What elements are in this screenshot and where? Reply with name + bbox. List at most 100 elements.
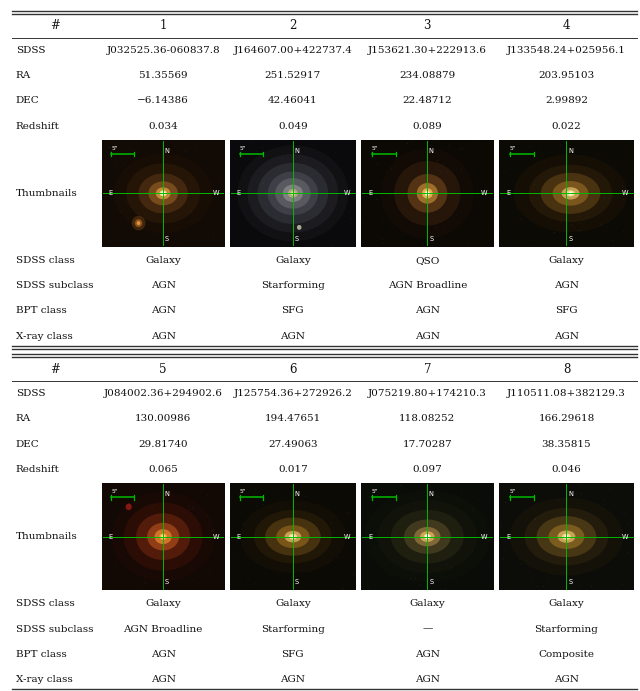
- Ellipse shape: [408, 174, 447, 213]
- Ellipse shape: [159, 533, 167, 540]
- Circle shape: [426, 191, 429, 195]
- Circle shape: [172, 578, 173, 579]
- Circle shape: [291, 216, 292, 217]
- Circle shape: [137, 553, 138, 554]
- Text: QSO: QSO: [415, 256, 440, 265]
- Bar: [499, 140, 634, 247]
- Text: SFG: SFG: [282, 307, 304, 316]
- Text: Galaxy: Galaxy: [548, 256, 584, 265]
- Bar: [230, 140, 356, 247]
- Ellipse shape: [566, 190, 575, 196]
- Text: S: S: [429, 579, 433, 585]
- Text: 5": 5": [240, 489, 246, 494]
- Text: Redshift: Redshift: [16, 465, 60, 474]
- Ellipse shape: [138, 173, 188, 214]
- Ellipse shape: [365, 491, 490, 583]
- Circle shape: [332, 179, 333, 180]
- Circle shape: [597, 179, 598, 180]
- Circle shape: [331, 523, 332, 524]
- Circle shape: [410, 578, 411, 579]
- Ellipse shape: [424, 534, 431, 539]
- Text: 17.70287: 17.70287: [403, 439, 452, 448]
- Circle shape: [141, 143, 142, 144]
- Ellipse shape: [562, 533, 571, 540]
- Text: 0.089: 0.089: [412, 122, 442, 131]
- Circle shape: [237, 178, 238, 179]
- Text: 0.097: 0.097: [412, 465, 442, 474]
- Circle shape: [207, 495, 208, 496]
- Ellipse shape: [422, 188, 433, 198]
- Circle shape: [573, 580, 574, 581]
- Circle shape: [586, 568, 587, 569]
- Text: J110511.08+382129.3: J110511.08+382129.3: [507, 389, 626, 398]
- Ellipse shape: [147, 523, 179, 551]
- Text: AGN: AGN: [150, 281, 175, 290]
- Circle shape: [113, 490, 115, 491]
- Circle shape: [409, 556, 410, 557]
- Circle shape: [426, 156, 427, 158]
- Circle shape: [161, 191, 165, 196]
- Circle shape: [191, 220, 192, 221]
- Text: Starforming: Starforming: [261, 281, 325, 290]
- Text: N: N: [164, 491, 169, 497]
- Circle shape: [266, 233, 267, 234]
- Circle shape: [464, 565, 465, 566]
- Circle shape: [518, 499, 519, 500]
- Circle shape: [291, 535, 294, 538]
- Circle shape: [460, 149, 461, 150]
- Circle shape: [562, 531, 563, 533]
- Text: J164607.00+422737.4: J164607.00+422737.4: [234, 46, 353, 55]
- Circle shape: [230, 505, 231, 506]
- Bar: [102, 140, 225, 247]
- Circle shape: [160, 514, 161, 515]
- Circle shape: [585, 149, 586, 150]
- Circle shape: [441, 564, 442, 565]
- Circle shape: [461, 490, 462, 491]
- Text: Composite: Composite: [538, 650, 595, 659]
- Ellipse shape: [394, 161, 460, 225]
- Circle shape: [308, 244, 310, 245]
- Circle shape: [383, 513, 384, 514]
- Circle shape: [543, 586, 544, 587]
- Text: SFG: SFG: [282, 650, 304, 659]
- Ellipse shape: [154, 529, 172, 544]
- Text: 251.52917: 251.52917: [265, 71, 321, 80]
- Circle shape: [404, 174, 405, 175]
- Circle shape: [438, 496, 439, 497]
- Circle shape: [534, 142, 535, 143]
- Text: 2.99892: 2.99892: [545, 97, 588, 106]
- Circle shape: [606, 226, 607, 227]
- Circle shape: [427, 218, 428, 219]
- Circle shape: [462, 240, 463, 242]
- Text: J133548.24+025956.1: J133548.24+025956.1: [507, 46, 626, 55]
- Text: S: S: [294, 236, 299, 242]
- Text: AGN: AGN: [415, 650, 440, 659]
- Circle shape: [213, 234, 214, 235]
- Circle shape: [120, 211, 121, 212]
- Circle shape: [269, 545, 270, 546]
- Text: AGN Broadline: AGN Broadline: [388, 281, 467, 290]
- Circle shape: [161, 522, 162, 524]
- Circle shape: [368, 241, 369, 242]
- Text: Starforming: Starforming: [261, 625, 325, 634]
- Circle shape: [459, 527, 460, 528]
- Text: Redshift: Redshift: [16, 122, 60, 131]
- Circle shape: [117, 483, 118, 484]
- Ellipse shape: [285, 531, 301, 542]
- Circle shape: [368, 588, 369, 589]
- Text: 2: 2: [289, 19, 296, 32]
- Text: N: N: [568, 491, 573, 497]
- Text: Galaxy: Galaxy: [275, 256, 311, 265]
- Ellipse shape: [136, 513, 190, 560]
- Circle shape: [440, 171, 441, 173]
- Text: N: N: [568, 148, 573, 154]
- Text: W: W: [213, 190, 220, 196]
- Circle shape: [381, 239, 382, 240]
- Circle shape: [621, 521, 622, 522]
- Circle shape: [407, 143, 408, 144]
- Text: E: E: [237, 190, 241, 196]
- Circle shape: [244, 197, 245, 198]
- Circle shape: [620, 529, 621, 530]
- Circle shape: [425, 500, 426, 501]
- Circle shape: [449, 514, 450, 515]
